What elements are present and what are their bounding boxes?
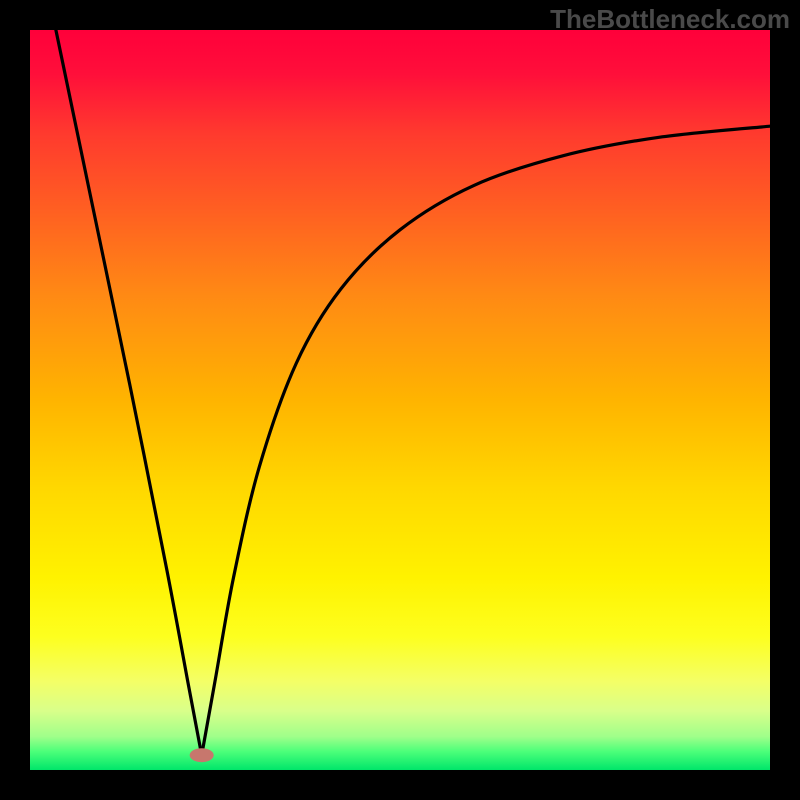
watermark-text: TheBottleneck.com xyxy=(550,4,790,35)
chart-plot-area xyxy=(30,30,770,770)
min-point-marker xyxy=(190,748,214,762)
chart-svg xyxy=(30,30,770,770)
chart-background-gradient xyxy=(30,30,770,770)
